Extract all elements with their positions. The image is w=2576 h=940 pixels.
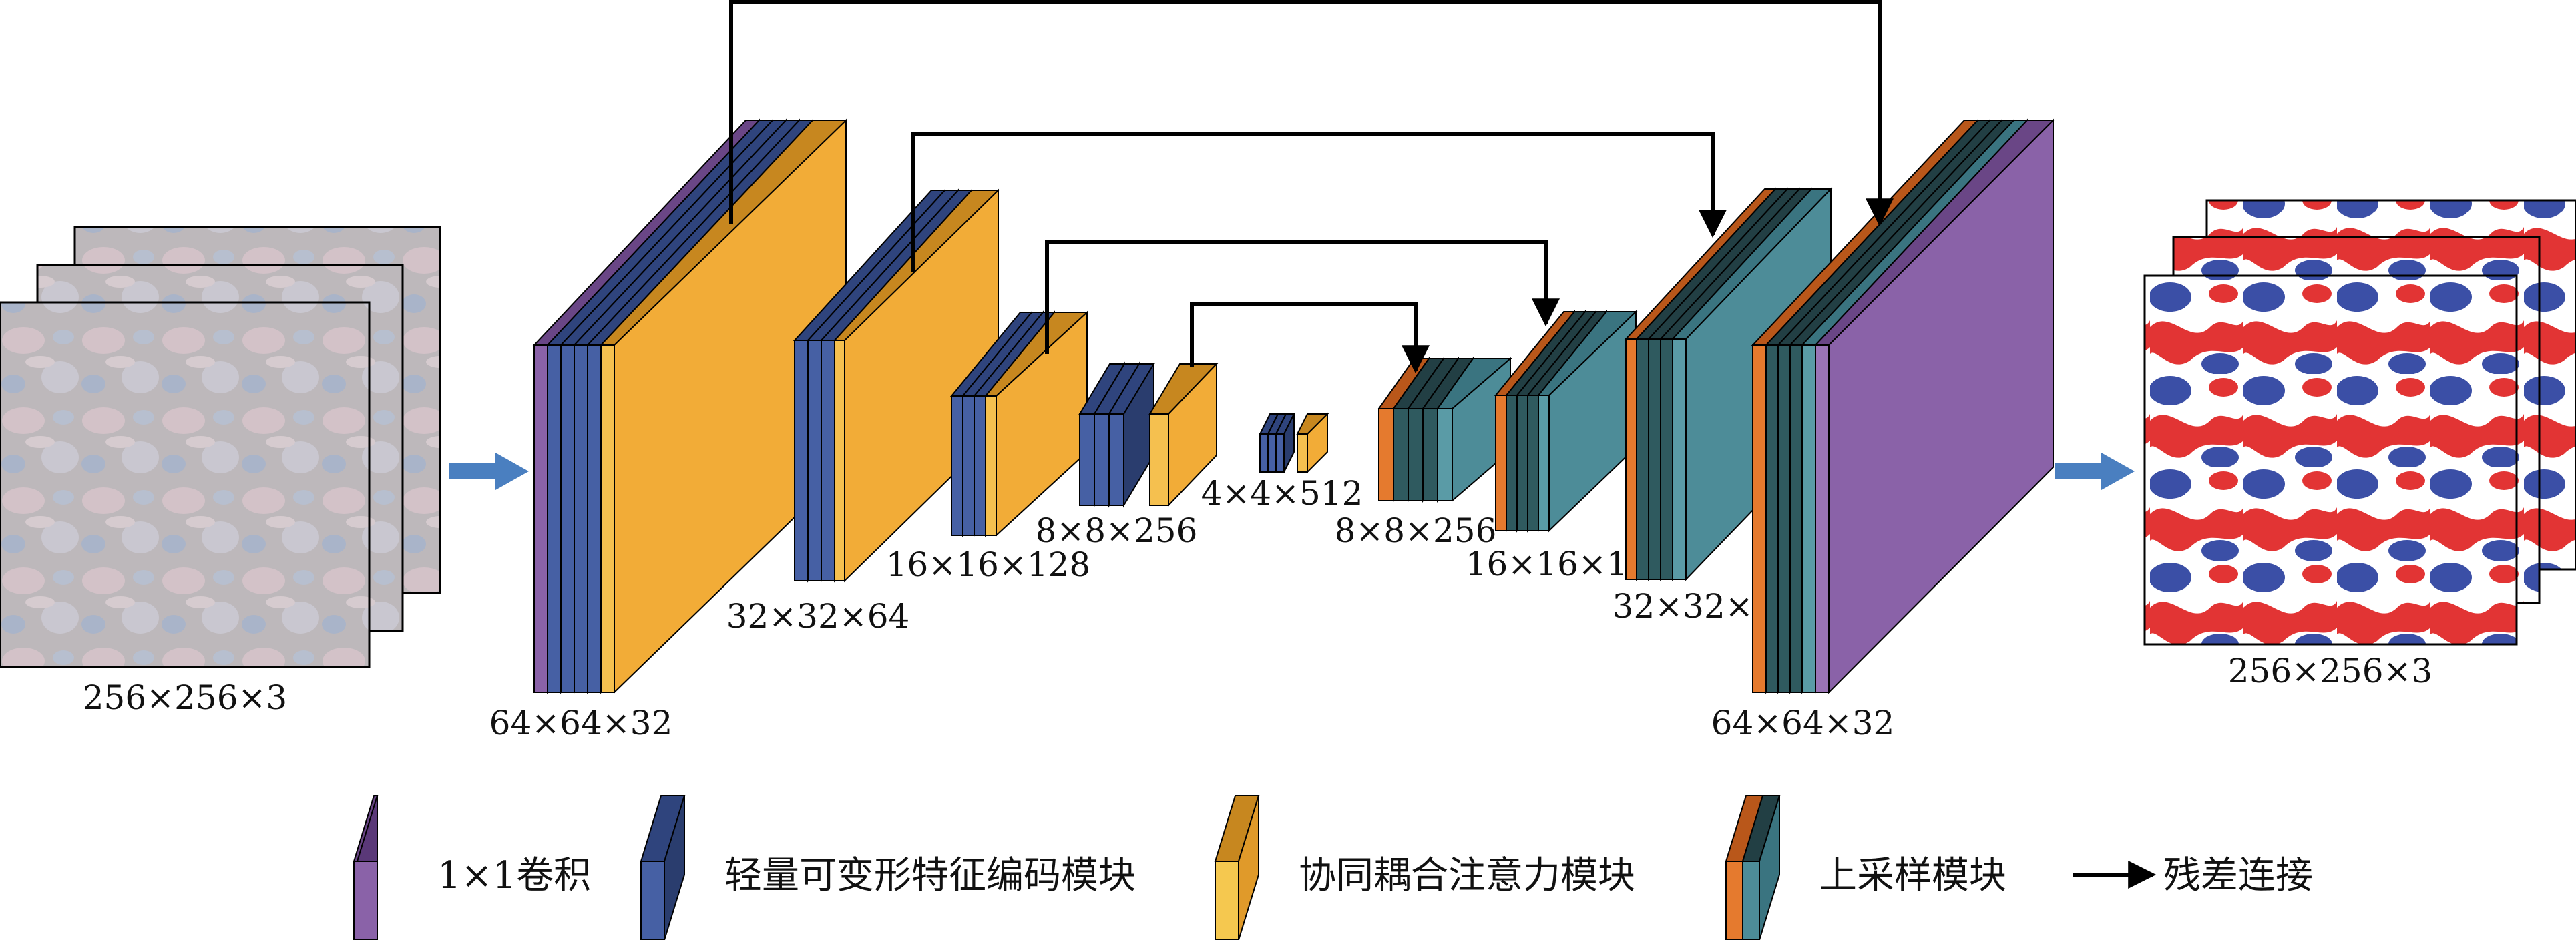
upsample-block (1536, 310, 1638, 533)
bottleneck-stage (1259, 412, 1329, 474)
encoder-block (1108, 361, 1155, 508)
input-image-stack (0, 226, 441, 668)
encoder-stage-1 (532, 118, 848, 694)
legend-label-encoder: 轻量可变形特征编码模块 (724, 854, 1136, 897)
input-image-front (0, 301, 371, 668)
legend-label-upsample: 上采样模块 (1819, 854, 2006, 897)
attention-block (833, 188, 1000, 583)
legend-item-upsample: 上采样模块 (1725, 795, 2006, 940)
legend-label-conv1x1: 1×1卷积 (437, 854, 591, 897)
decoder-stage-1 (1377, 356, 1512, 503)
legend-item-attention: 协同耦合注意力模块 (1214, 795, 1635, 940)
attention-block (1148, 362, 1219, 507)
decoder-stage-2 (1494, 310, 1638, 533)
encoder-stage-2 (793, 188, 1000, 583)
encoder-4-size-label: 8×8×256 (1036, 511, 1198, 550)
skip-connection-1 (729, 0, 1894, 227)
output-size-label: 256×256×3 (2228, 652, 2432, 690)
legend-swatch-upsample-teal (1742, 861, 1760, 940)
attention-block (1296, 412, 1329, 474)
legend: 1×1卷积 轻量可变形特征编码模块 协同耦合注意力模块 上采样模块 残差连接 (353, 795, 2313, 940)
encoder-block (1275, 413, 1295, 473)
legend-swatch-attention (1215, 861, 1239, 940)
skip-connection-2 (911, 132, 1727, 272)
skip-connection-4 (1190, 302, 1430, 374)
encoder-3-size-label: 16×16×128 (886, 545, 1090, 584)
legend-swatch-upsample-orange (1725, 861, 1743, 940)
legend-item-encoder: 轻量可变形特征编码模块 (640, 795, 1136, 940)
legend-label-residual: 残差连接 (2163, 854, 2313, 897)
legend-item-residual: 残差连接 (2073, 854, 2313, 897)
output-image-stack (2143, 199, 2576, 646)
decoder-1-size-label: 8×8×256 (1335, 511, 1497, 550)
legend-swatch-conv1x1 (353, 861, 378, 940)
legend-swatch-encoder (640, 861, 665, 940)
output-image-front (2143, 274, 2518, 646)
output-flow-arrow (2055, 453, 2135, 490)
attention-block (599, 118, 848, 694)
input-flow-arrow (449, 453, 529, 490)
input-size-label: 256×256×3 (83, 678, 287, 717)
decoder-4-size-label: 64×64×32 (1711, 704, 1895, 742)
decoder-stage-4 (1751, 118, 2055, 694)
legend-label-attention: 协同耦合注意力模块 (1299, 854, 1635, 897)
residual-connections (729, 0, 1894, 374)
bottleneck-size-label: 4×4×512 (1201, 474, 1363, 513)
legend-item-conv1x1: 1×1卷积 (353, 795, 591, 940)
encoder-1-size-label: 64×64×32 (489, 704, 673, 742)
skip-connection-3 (1045, 240, 1560, 354)
conv1x1-block (1813, 118, 2055, 694)
encoder-2-size-label: 32×32×64 (726, 597, 910, 636)
encoder-stage-4 (1078, 361, 1219, 508)
